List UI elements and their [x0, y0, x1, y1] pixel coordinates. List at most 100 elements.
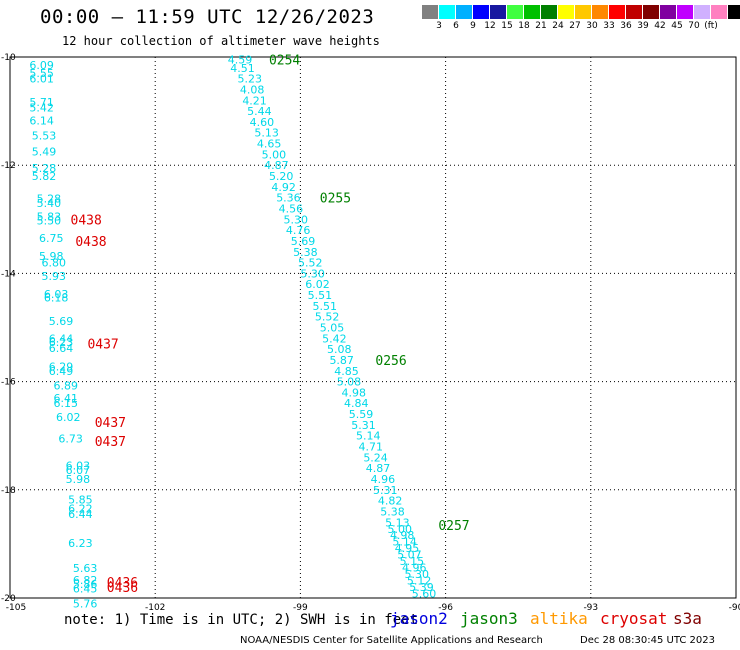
swh-value: 6.49	[49, 365, 74, 378]
scale-swatch	[626, 5, 643, 19]
scale-label: 9	[470, 21, 476, 31]
scale-swatch	[558, 5, 575, 19]
swh-value: 5.49	[32, 146, 56, 159]
scale-swatch	[473, 5, 490, 19]
swh-value: 6.89	[54, 379, 78, 392]
swh-value: 4.71	[358, 441, 383, 454]
swh-value: 6.07	[66, 464, 91, 477]
scale-swatch	[439, 5, 456, 19]
page-subtitle: 12 hour collection of altimeter wave hei…	[62, 34, 380, 48]
swh-value: 5.20	[269, 170, 294, 183]
swh-value: 5.63	[73, 562, 98, 575]
swh-value: 5.52	[298, 257, 323, 270]
swh-value: 6.29	[49, 360, 74, 373]
swh-value: 6.41	[54, 392, 78, 405]
scale-swatch	[541, 5, 558, 19]
swh-value: 5.38	[380, 505, 405, 518]
swh-value: 5.42	[322, 332, 347, 345]
swh-value: 5.30	[283, 213, 308, 226]
swh-value: 4.95	[395, 542, 420, 555]
mission-jason2: jason2	[390, 609, 448, 628]
scale-swatch	[575, 5, 592, 19]
swh-value: 5.15	[400, 555, 425, 568]
swh-value: 6.03	[66, 459, 91, 472]
scale-label: 24	[552, 21, 564, 31]
pass-time-label: 0438	[71, 213, 102, 228]
swh-value: 4.65	[257, 138, 282, 151]
swh-value: 4.76	[286, 224, 311, 237]
swh-value: 4.87	[366, 462, 391, 475]
swh-value: 5.85	[68, 494, 93, 507]
swh-value: 5.13	[385, 516, 410, 529]
scale-swatch	[660, 5, 677, 19]
swh-value: 5.52	[315, 311, 340, 324]
mission-altika: altika	[530, 609, 588, 628]
swh-value: 6.03	[44, 288, 69, 301]
x-tick-label: -105	[6, 603, 26, 613]
scale-label: 39	[637, 21, 649, 31]
scale-label: 27	[569, 21, 581, 31]
x-tick-label: -102	[145, 603, 165, 613]
swh-value: 4.21	[242, 94, 267, 107]
mission-jason3: jason3	[460, 609, 518, 628]
swh-value: 5.87	[329, 354, 354, 367]
swh-value: 6.45	[73, 582, 98, 595]
scale-label: 21	[535, 21, 547, 31]
scale-swatch	[728, 5, 740, 19]
swh-value: 6.82	[73, 574, 98, 587]
swh-value: 6.18	[44, 292, 69, 305]
scale-swatch	[643, 5, 660, 19]
swh-value: 5.83	[37, 211, 62, 224]
swh-value: 6.64	[49, 342, 74, 355]
page-title: 00:00 – 11:59 UTC 12/26/2023	[40, 6, 375, 28]
y-tick-label: -14	[1, 269, 16, 279]
scale-label: 3	[436, 21, 442, 31]
swh-value: 6.23	[49, 336, 74, 349]
swh-value: 6.02	[305, 278, 330, 291]
swh-value: 5.00	[262, 148, 287, 161]
swh-value: 5.14	[356, 430, 381, 443]
swh-value: 4.98	[390, 529, 415, 542]
swh-value: 5.30	[300, 267, 325, 280]
scale-swatch	[490, 5, 507, 19]
swh-value: 4.60	[250, 116, 275, 129]
scale-label: 30	[586, 21, 598, 31]
scale-label: 18	[518, 21, 530, 31]
scale-label: 45	[671, 21, 683, 31]
pass-time-label: 0437	[87, 338, 118, 353]
scale-swatch	[422, 5, 439, 19]
y-tick-label: -12	[1, 161, 16, 171]
swh-value: 5.14	[392, 536, 417, 549]
swh-value: 5.08	[337, 376, 362, 389]
swh-value: 4.92	[271, 181, 296, 194]
swh-value: 5.23	[237, 73, 261, 86]
swh-value: 6.73	[58, 432, 83, 445]
swh-value: 5.00	[388, 523, 413, 536]
generated-timestamp: Dec 28 08:30:45 UTC 2023	[580, 635, 715, 646]
swh-value: 5.93	[41, 270, 66, 283]
y-tick-label: -16	[1, 378, 16, 388]
swh-value: 5.71	[29, 96, 54, 109]
swh-value: 5.59	[349, 408, 374, 421]
mission-s3a: s3a	[673, 609, 702, 628]
y-tick-label: -18	[1, 486, 16, 496]
scale-swatch	[694, 5, 711, 19]
scale-label: 33	[603, 21, 615, 31]
swh-value: 5.60	[412, 588, 437, 601]
swh-value: 5.40	[37, 197, 62, 210]
swh-value: 5.39	[409, 581, 434, 594]
swh-value: 4.87	[264, 159, 289, 172]
x-tick-label: -90	[729, 603, 740, 613]
pass-time-label: 0436	[107, 576, 138, 591]
scale-swatch	[507, 5, 524, 19]
scale-label: 12	[484, 21, 496, 31]
swh-value: 4.96	[402, 562, 427, 575]
swh-value: 6.09	[29, 59, 54, 72]
pass-time-label: 0254	[269, 54, 300, 69]
swh-value: 5.28	[37, 193, 62, 206]
pass-time-label: 0437	[95, 416, 126, 431]
footer-note: note: 1) Time is in UTC; 2) SWH is in fe…	[64, 612, 419, 628]
scale-swatch	[524, 5, 541, 19]
scale-label: 6	[453, 21, 459, 31]
